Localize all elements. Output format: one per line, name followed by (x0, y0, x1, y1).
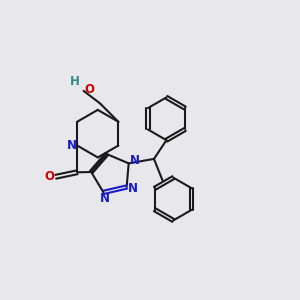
Text: O: O (44, 170, 54, 183)
Text: N: N (100, 192, 110, 206)
Text: N: N (67, 139, 77, 152)
Text: O: O (84, 83, 94, 96)
Text: N: N (130, 154, 140, 167)
Text: N: N (128, 182, 138, 195)
Text: H: H (70, 75, 80, 88)
